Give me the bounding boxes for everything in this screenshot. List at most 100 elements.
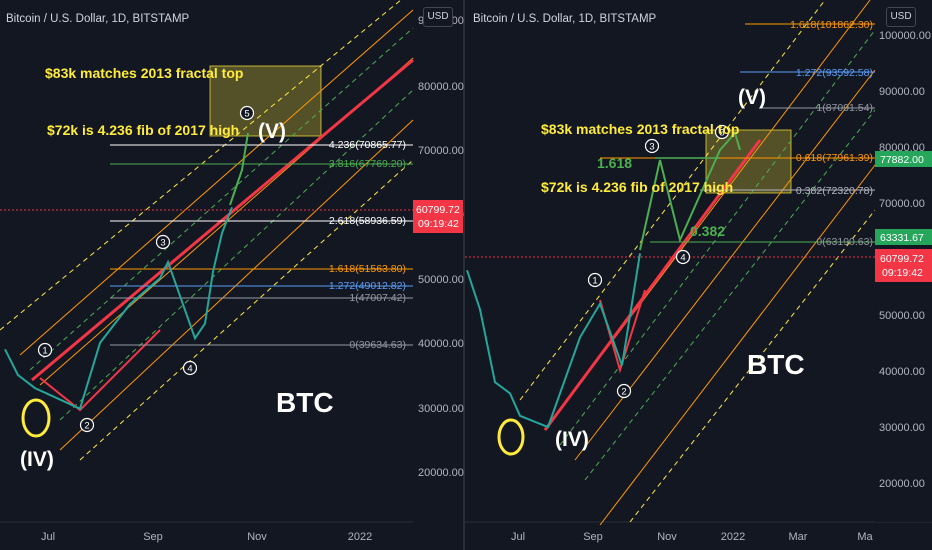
wave-marker-label: 4 [187,364,192,375]
right-iv-circle [497,418,525,456]
wave-marker-circle [714,124,730,140]
right-ratio-0382: 0.382 [690,223,725,239]
right-wave-iv: (IV) [555,428,589,451]
left-channel-lines [0,0,414,461]
fib-level-label: 0.618(77961.39) [796,152,873,164]
y-tick-label: 70000.00 [879,198,925,210]
y-tick-label: 20000.00 [418,467,464,479]
left-watermark: BTC [276,387,334,418]
x-tick-label: Jul [511,531,525,543]
right-annotation-top: $83k matches 2013 fractal top [541,121,739,137]
x-tick-label: 2022 [721,531,745,543]
right-fib-labels: 1.618(101862.30) 1.272(93592.58) 1(87091.5… [790,19,873,248]
left-iv-circle [21,398,51,438]
left-price-series [4,206,233,411]
wave-marker-circle [587,272,603,288]
x-tick-label: 2022 [348,531,372,543]
right-watermark: BTC [747,349,805,380]
y-tick-label: 40000.00 [879,366,925,378]
left-wave-v: (V) [258,120,286,143]
right-tag-77882-value: 77882.00 [880,154,924,166]
wave-marker-circle [644,138,660,154]
left-countdown: 09:19:42 [418,218,459,230]
wave-marker-label: 5 [719,128,724,139]
wave-marker-circle [239,105,255,121]
left-fib-lines [0,144,413,346]
wave-marker-label: 1 [592,276,597,287]
x-tick-label: Sep [143,531,163,543]
left-fractal-box [209,65,322,137]
y-tick-label: 40000.00 [418,338,464,350]
wave-marker-circle [182,360,198,376]
wave-marker-label: 2 [621,387,626,398]
left-time-axis[interactable]: Jul Sep Nov 2022 [41,531,372,543]
y-tick-label: 30000.00 [418,403,464,415]
left-price-tag: 60799.72 09:19:42 [413,200,463,233]
fib-level-label: 1(87091.54) [816,102,873,114]
y-tick-label: 30000.00 [879,422,925,434]
x-tick-label: Mar [789,531,808,543]
wave-marker-circle [155,234,171,250]
y-tick-label: 20000.00 [879,478,925,490]
fib-level-label: 1.272(93592.58) [796,67,873,79]
fib-level-label: 4.236(70865.77) [329,139,406,151]
left-projection-arrow [229,132,249,206]
right-fib-lines [465,23,875,258]
x-tick-label: Nov [657,531,677,543]
right-countdown: 09:19:42 [882,267,923,279]
right-price-series [466,253,641,429]
y-tick-label: 90000.00 [879,86,925,98]
fib-level-label: 1.272(49012.82) [329,280,406,292]
right-wave-v: (V) [738,86,766,109]
left-wave-markers: 1 2 3 4 5 [37,105,255,433]
y-tick-label: 50000.00 [418,274,464,286]
wave-marker-label: 3 [160,238,165,249]
left-axis-bg [413,0,463,550]
y-tick-label: 70000.00 [418,145,464,157]
left-plot-bg [0,0,413,550]
wave-marker-circle [37,342,53,358]
fib-level-label: 0(39634.63) [349,339,406,351]
fib-level-label: 2.618(58936.59) [329,215,406,227]
right-plot-bg [465,0,875,550]
fib-level-label: 1.618(101862.30) [790,19,873,31]
right-currency-button[interactable]: USD [886,7,916,27]
fib-level-label: 0.382(72320.78) [796,185,873,197]
right-tag-77882: 77882.00 [875,151,932,167]
x-tick-label: Ma [857,531,873,543]
x-tick-label: Jul [41,531,55,543]
fib-level-label: 3.816(67769.20) [329,158,406,170]
wave-marker-circle [675,249,691,265]
wave-marker-circle [79,417,95,433]
right-price-axis[interactable]: 100000.0090000.0080000.0070000.0060000.0… [879,30,931,490]
fib-level-label: 1.618(51563.80) [329,263,406,275]
right-tag-63331: 63331.67 [875,229,932,245]
left-symbol-title: Bitcoin / U.S. Dollar, 1D, BITSTAMP [6,13,190,25]
right-symbol-title: Bitcoin / U.S. Dollar, 1D, BITSTAMP [473,13,657,25]
left-annotation-top: $83k matches 2013 fractal top [45,65,243,81]
wave-marker-label: 2 [84,421,89,432]
right-wave-markers: 1 2 3 4 5 [587,124,730,399]
right-ratio-1618: 1.618 [597,155,632,171]
left-fib-labels: 4.236(70865.77) 3.816(67769.20) 2.618(5893… [329,139,406,351]
wave-marker-label: 4 [680,253,685,264]
left-price-tag-value: 60799.72 [416,204,460,216]
y-tick-label: 50000.00 [879,310,925,322]
right-projection-path [639,130,741,251]
right-price-tag-value: 60799.72 [880,253,924,265]
wave-marker-label: 1 [42,346,47,357]
right-time-axis[interactable]: Jul Sep Nov 2022 Mar Ma [511,531,874,543]
y-tick-label: 100000.00 [879,30,931,42]
fib-level-label: 1(47007.42) [349,292,406,304]
x-tick-label: Sep [583,531,603,543]
left-annotation-fib: $72k is 4.236 fib of 2017 high [47,122,239,138]
wave-marker-label: 3 [649,142,654,153]
left-currency-button[interactable]: USD [423,7,453,27]
right-annotation-fib: $72k is 4.236 fib of 2017 high [541,179,733,195]
left-wave-iv: (IV) [20,448,54,471]
x-tick-label: Nov [247,531,267,543]
right-price-tag: 60799.72 09:19:42 [875,249,932,282]
wave-marker-circle [616,383,632,399]
